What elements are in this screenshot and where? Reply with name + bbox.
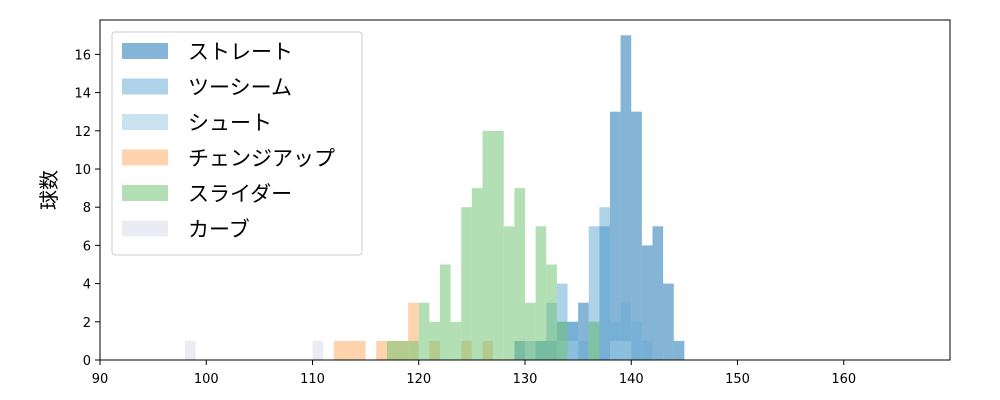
legend-swatch-4 bbox=[122, 185, 168, 201]
bar-4-3 bbox=[418, 302, 430, 360]
bar-4-13 bbox=[525, 302, 536, 360]
bar-5-0 bbox=[185, 340, 196, 360]
x-tick-label-1: 100 bbox=[194, 372, 219, 387]
bar-4-7 bbox=[461, 207, 472, 360]
legend-swatch-3 bbox=[122, 149, 168, 166]
bar-3-6 bbox=[408, 302, 419, 360]
y-tick-label-0: 0 bbox=[83, 354, 91, 369]
bar-4-10 bbox=[493, 130, 504, 360]
legend-box bbox=[111, 31, 363, 256]
bar-4-4 bbox=[429, 321, 440, 360]
bar-4-9 bbox=[482, 130, 494, 360]
bar-1-9 bbox=[620, 302, 632, 360]
bar-0-11 bbox=[631, 111, 642, 360]
y-tick-label-1: 2 bbox=[83, 316, 91, 331]
y-axis: 0 2 4 6 8 10 12 14 16 bbox=[74, 48, 100, 369]
legend-label-1: ツーシーム bbox=[188, 76, 292, 100]
y-tick-label-7: 14 bbox=[74, 87, 91, 102]
y-tick-label-4: 8 bbox=[83, 201, 91, 216]
bar-0-15 bbox=[673, 340, 685, 360]
x-tick-label-5: 140 bbox=[619, 372, 644, 387]
bar-0-10 bbox=[620, 35, 632, 361]
bar-3-2 bbox=[355, 340, 366, 360]
bars-layer bbox=[185, 35, 685, 361]
bar-4-14 bbox=[535, 226, 547, 360]
bar-4-2 bbox=[408, 340, 419, 360]
x-tick-label-0: 90 bbox=[92, 372, 109, 387]
legend-label-2: シュート bbox=[188, 111, 272, 135]
x-tick-label-3: 120 bbox=[406, 372, 431, 387]
bar-2-1 bbox=[567, 340, 579, 360]
bar-2-3 bbox=[610, 340, 621, 360]
legend-swatch-0 bbox=[122, 43, 168, 59]
x-tick-label-2: 110 bbox=[300, 372, 325, 387]
x-tick-label-7: 160 bbox=[831, 372, 856, 387]
bar-4-16 bbox=[556, 321, 568, 360]
bar-5-1 bbox=[312, 340, 324, 360]
bar-0-12 bbox=[641, 245, 653, 360]
y-tick-label-3: 6 bbox=[83, 239, 91, 254]
bar-4-11 bbox=[503, 226, 515, 360]
bar-1-10 bbox=[631, 321, 642, 360]
bar-4-0 bbox=[386, 340, 398, 360]
bar-4-6 bbox=[450, 321, 462, 360]
y-tick-label-2: 4 bbox=[83, 278, 91, 293]
y-axis-label: 球数 bbox=[37, 170, 61, 210]
legend-swatch-2 bbox=[122, 114, 168, 130]
bar-0-9 bbox=[610, 111, 621, 360]
bar-4-15 bbox=[546, 264, 557, 360]
bar-1-6 bbox=[588, 226, 600, 360]
bar-1-5 bbox=[578, 340, 589, 360]
bar-0-13 bbox=[652, 226, 664, 360]
bar-3-3 bbox=[376, 340, 387, 360]
bar-1-7 bbox=[599, 207, 610, 360]
y-tick-label-5: 10 bbox=[74, 163, 91, 178]
legend-swatch-5 bbox=[122, 220, 168, 237]
bar-3-1 bbox=[344, 340, 355, 360]
x-tick-label-4: 130 bbox=[513, 372, 538, 387]
legend-label-5: カーブ bbox=[188, 218, 250, 242]
bar-1-11 bbox=[641, 340, 653, 360]
bar-3-0 bbox=[333, 340, 345, 360]
legend-label-4: スライダー bbox=[188, 182, 292, 206]
y-tick-label-6: 12 bbox=[74, 125, 91, 140]
bar-4-5 bbox=[440, 264, 451, 360]
legend-label-3: チェンジアップ bbox=[188, 147, 335, 171]
bar-4-12 bbox=[514, 188, 525, 360]
bar-0-14 bbox=[663, 283, 674, 360]
legend-label-0: ストレート bbox=[188, 40, 293, 64]
x-axis: 90 100 110 120 130 140 150 160 bbox=[92, 360, 856, 387]
bar-2-4 bbox=[620, 340, 632, 360]
bar-4-8 bbox=[471, 188, 483, 360]
legend-swatch-1 bbox=[122, 78, 168, 95]
y-tick-label-8: 16 bbox=[74, 48, 91, 63]
bar-4-17 bbox=[588, 321, 600, 360]
bar-4-1 bbox=[397, 340, 409, 360]
x-tick-label-6: 150 bbox=[725, 372, 750, 387]
bar-0-6 bbox=[578, 302, 589, 360]
